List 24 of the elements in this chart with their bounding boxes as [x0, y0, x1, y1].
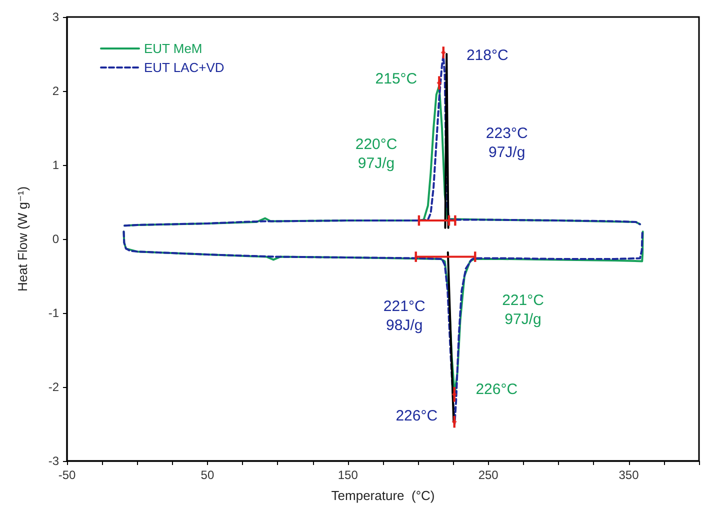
x-tick-label: 250 — [478, 468, 499, 482]
y-tick-label: 2 — [52, 84, 60, 98]
y-tick-label: 0 — [52, 232, 60, 246]
annotation: 226°C — [476, 380, 518, 398]
legend-label: EUT LAC+VD — [144, 60, 224, 75]
x-tick-label: 50 — [200, 468, 214, 482]
annotation: 215°C — [375, 70, 418, 88]
y-tick-label: 3 — [52, 10, 60, 24]
x-axis-title: Temperature (°C) — [331, 488, 435, 503]
x-tick-label: 150 — [338, 468, 358, 482]
y-tick-label: 1 — [52, 158, 60, 172]
y-tick-label: -3 — [48, 454, 60, 468]
annotation: 226°C — [396, 408, 438, 424]
y-tick-label: -1 — [48, 306, 60, 320]
annotation: 220°C 97J/g — [355, 136, 398, 172]
annotation: 223°C 97J/g — [486, 124, 528, 161]
legend-label: EUT MeM — [144, 41, 202, 56]
annotation: 221°C 97J/g — [502, 292, 544, 328]
annotation: 218°C — [466, 46, 508, 64]
y-tick-label: -2 — [48, 380, 60, 394]
y-axis-title: Heat Flow (W g⁻¹) — [15, 186, 30, 292]
x-tick-label: -50 — [58, 468, 76, 482]
x-tick-label: 350 — [618, 468, 640, 482]
annotation: 221°C 98J/g — [383, 298, 426, 334]
